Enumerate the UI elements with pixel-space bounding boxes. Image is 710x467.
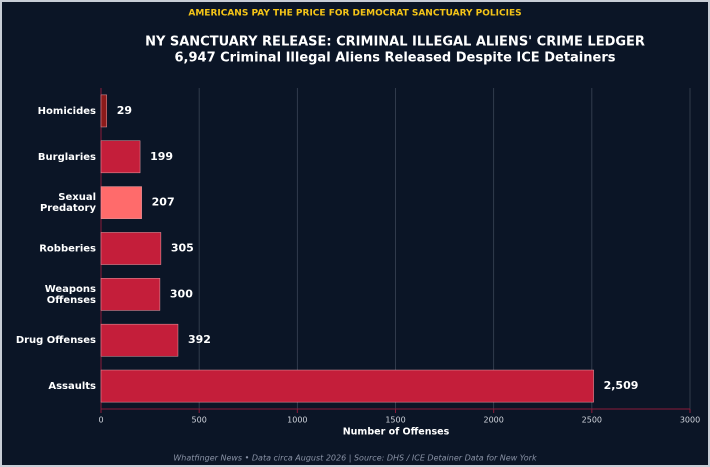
bar: [100, 94, 107, 128]
value-label: 207: [152, 196, 175, 209]
y-tick-label: Homicides: [38, 106, 96, 117]
banner: AMERICANS PAY THE PRICE FOR DEMOCRAT SAN…: [188, 9, 521, 19]
y-tick-label: Drug Offenses: [16, 335, 96, 346]
x-axis-label: Number of Offenses: [343, 427, 450, 438]
y-tick-label: Sexual Predatory: [40, 192, 97, 214]
y-tick-label: Assaults: [48, 381, 96, 392]
chart-title: NY SANCTUARY RELEASE: CRIMINAL ILLEGAL A…: [145, 35, 645, 50]
x-tick-label: 500: [192, 416, 207, 425]
value-label: 2,509: [604, 379, 639, 392]
y-tick-label: Robberies: [39, 244, 96, 255]
value-label: 29: [117, 104, 132, 117]
chart-subtitle: 6,947 Criminal Illegal Aliens Released D…: [175, 51, 616, 66]
bar: [100, 369, 594, 403]
x-tick-label: 1000: [287, 416, 307, 425]
bar: [100, 186, 142, 219]
value-label: 199: [150, 150, 173, 163]
bar: [100, 140, 141, 174]
x-tick-label: 2500: [582, 416, 602, 425]
value-label: 300: [170, 287, 193, 300]
x-tick-label: 1500: [385, 416, 405, 425]
y-tick-label: Burglaries: [38, 152, 96, 163]
bar: [100, 323, 179, 357]
y-tick-label: Weapons Offenses: [45, 284, 96, 306]
bar: [100, 278, 161, 311]
footer: Whatfinger News • Data circa August 2026…: [173, 454, 537, 463]
x-tick-label: 3000: [680, 416, 700, 425]
bar: [100, 232, 162, 265]
value-label: 392: [188, 333, 211, 346]
x-tick-label: 2000: [483, 416, 503, 425]
x-tick-label: 0: [98, 416, 103, 425]
value-label: 305: [171, 242, 194, 255]
